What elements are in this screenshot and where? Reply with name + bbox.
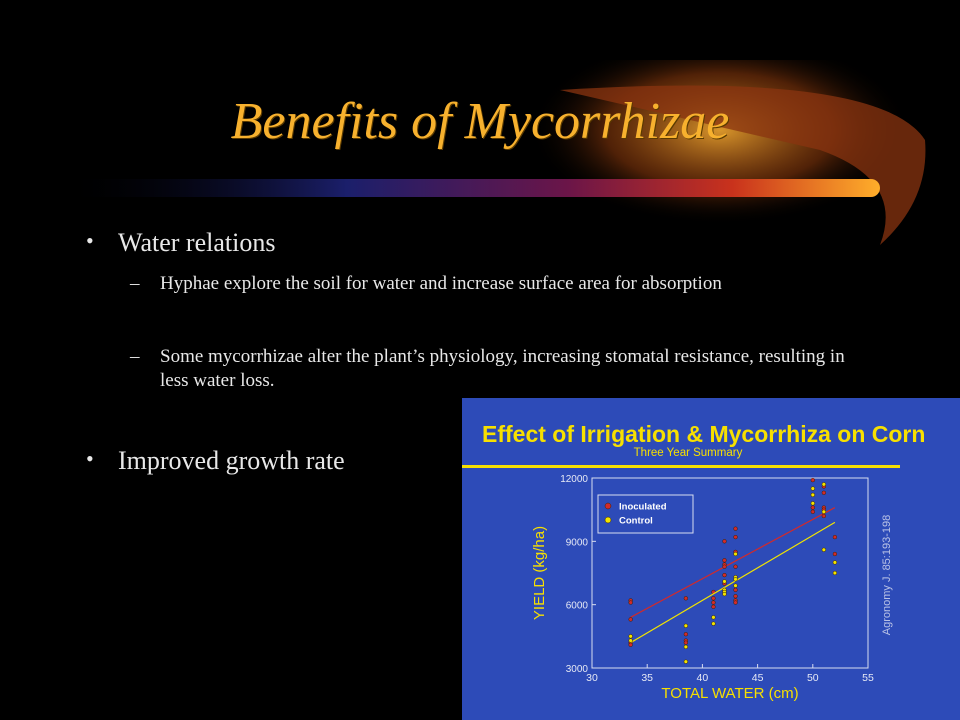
data-point-inoculated	[628, 642, 633, 647]
x-tick-label: 45	[752, 672, 764, 684]
x-tick-label: 55	[862, 672, 874, 684]
comet-swoosh-decoration	[60, 60, 926, 245]
data-point-control	[628, 634, 633, 639]
data-point-control	[832, 570, 838, 576]
data-point-control	[733, 577, 738, 582]
y-tick-label: 9000	[566, 537, 589, 548]
data-point-control	[711, 621, 716, 626]
data-point-inoculated	[628, 617, 633, 622]
data-point-control	[821, 509, 826, 514]
data-point-inoculated	[722, 539, 727, 544]
data-point-control	[683, 644, 688, 650]
legend-marker	[604, 502, 612, 510]
chart-panel: Effect of Irrigation & Mycorrhiza on Cor…	[462, 398, 960, 720]
data-point-inoculated	[683, 596, 688, 601]
data-point-control	[722, 591, 727, 597]
x-axis-label: TOTAL WATER (cm)	[661, 685, 798, 702]
bullet-text: Water relations	[118, 228, 276, 257]
subbullet-text: Some mycorrhizae alter the plant’s physi…	[160, 346, 845, 391]
x-tick-label: 30	[586, 672, 598, 684]
chart-title: Effect of Irrigation & Mycorrhiza on Cor…	[482, 421, 925, 447]
legend: Inoculated Control	[597, 494, 694, 534]
subbullet-dash: –	[130, 346, 140, 367]
data-point-inoculated	[810, 509, 815, 514]
data-point-control	[821, 547, 826, 552]
plot-frame	[591, 477, 869, 669]
data-point-inoculated	[821, 513, 826, 519]
data-point-control	[810, 486, 815, 491]
data-point-inoculated	[722, 572, 727, 578]
y-tick-label: 12000	[560, 474, 588, 485]
legend-label: Inoculated	[619, 502, 667, 513]
scatter-chart: Effect of Irrigation & Mycorrhiza on Cor…	[462, 421, 925, 702]
data-point-inoculated	[722, 558, 727, 563]
data-point-inoculated	[821, 490, 826, 495]
data-point-inoculated	[733, 564, 738, 569]
data-point-inoculated	[711, 600, 716, 605]
data-point-inoculated	[733, 526, 738, 531]
legend-marker	[604, 516, 612, 524]
bullet-text: Improved growth rate	[118, 446, 345, 475]
bullet-dot: •	[86, 446, 94, 471]
data-point-control	[628, 638, 633, 643]
chart-subtitle: Three Year Summary	[634, 447, 743, 459]
data-point-inoculated	[733, 534, 738, 540]
data-point-control	[683, 623, 688, 628]
data-point-inoculated	[810, 477, 815, 483]
data-point-inoculated	[628, 600, 633, 605]
data-point-inoculated	[832, 534, 838, 540]
data-point-inoculated	[683, 632, 688, 637]
bullet-dot: •	[86, 228, 94, 253]
data-point-control	[722, 579, 727, 584]
data-point-inoculated	[733, 594, 738, 599]
x-tick-label: 40	[697, 672, 709, 684]
data-point-control	[810, 501, 815, 506]
x-tick-label: 50	[807, 672, 819, 684]
subbullet-dash: –	[130, 273, 140, 294]
subbullet-text: Hyphae explore the soil for water and in…	[160, 273, 722, 294]
data-point-inoculated	[810, 505, 815, 510]
fit-line-inoculated	[630, 507, 836, 618]
data-point-control	[821, 482, 826, 487]
data-point-inoculated	[683, 640, 688, 645]
data-point-control	[711, 615, 716, 620]
y-tick-label: 6000	[566, 601, 589, 612]
legend-label: Control	[619, 516, 653, 527]
title-underline	[462, 465, 900, 468]
data-point-inoculated	[722, 564, 727, 569]
fit-line-control	[630, 521, 836, 644]
x-tick-label: 35	[641, 672, 653, 684]
data-point-inoculated	[733, 600, 738, 605]
legend-box	[597, 494, 694, 534]
data-point-inoculated	[711, 604, 716, 609]
data-point-control	[683, 659, 688, 664]
data-point-control	[733, 551, 738, 557]
data-point-control	[733, 583, 738, 588]
plot-area: 30 35 40 45 50 55 3000 6000 9000 12000 TOTAL WATER…	[531, 474, 893, 702]
data-point-control	[810, 492, 815, 498]
data-point-inoculated	[711, 596, 716, 601]
y-tick-label: 3000	[566, 664, 589, 675]
slide-title: Benefits of Mycorrhizae	[230, 93, 730, 150]
y-axis-label: YIELD (kg/ha)	[531, 526, 548, 620]
data-point-inoculated	[832, 551, 838, 557]
data-point-inoculated	[733, 587, 738, 593]
source-annotation: Agronomy J. 85:193-198	[881, 515, 893, 635]
data-point-control	[832, 560, 838, 565]
